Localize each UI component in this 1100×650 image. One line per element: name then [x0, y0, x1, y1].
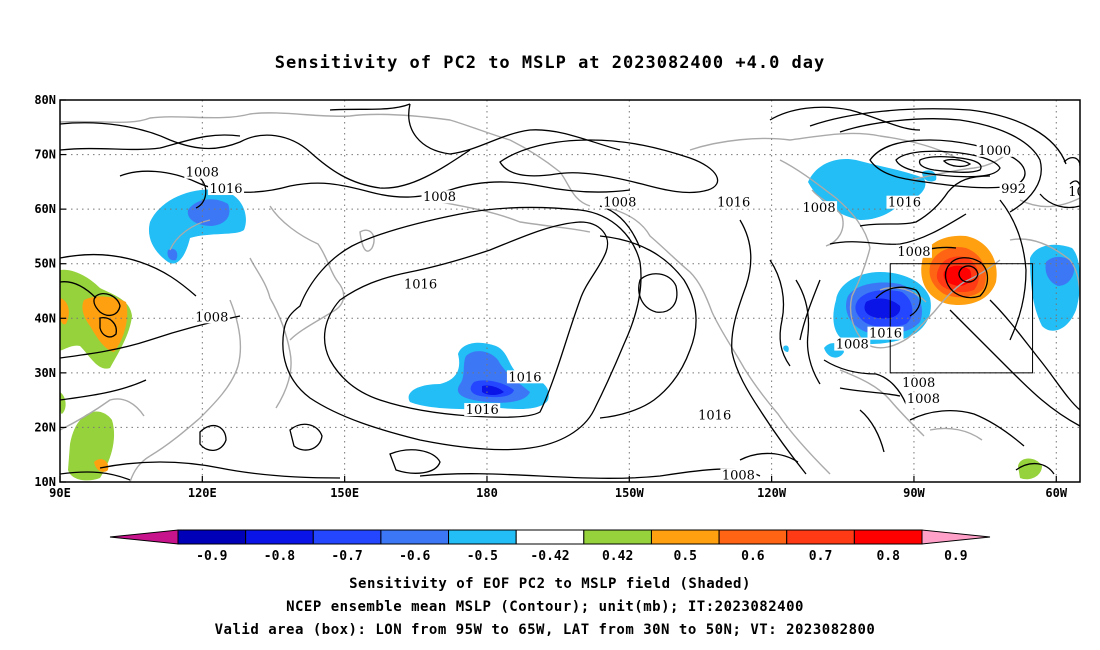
x-tick-label: 120E: [188, 486, 217, 500]
valid-area-box: [889, 263, 1034, 374]
colorbar-label: 0.7: [809, 549, 832, 564]
colorbar-high-triangle: [921, 529, 991, 545]
caption-line-2: NCEP ensemble mean MSLP (Contour); unit(…: [286, 599, 804, 615]
contour-label: 1016: [717, 196, 750, 211]
contour-label: 1008: [836, 338, 869, 353]
contour-label-bg: [801, 201, 838, 215]
contour-label-bg: [421, 190, 458, 204]
contour-label-bg: [976, 143, 1013, 157]
contour-label: 1008: [722, 469, 755, 484]
colorbar-segment: [515, 529, 585, 545]
contour-label-bg: [506, 370, 543, 384]
contour-label-bg: [184, 165, 221, 179]
y-tick-label: 50N: [34, 257, 56, 271]
contour-label: 1016: [466, 403, 499, 418]
colorbar-label: 0.8: [876, 549, 900, 564]
y-tick-label: 10N: [34, 475, 56, 489]
contour-label-bg: [696, 408, 733, 422]
colorbar-segment: [718, 529, 788, 545]
contour-label-bg: [402, 277, 439, 291]
contour-label: 1016: [869, 327, 902, 342]
colorbar-segment: [245, 529, 314, 545]
colorbar-segment: [786, 529, 855, 545]
contour-label: 1008: [902, 376, 935, 391]
colorbar-segment: [853, 529, 923, 545]
contour-label: 1008: [897, 245, 930, 260]
x-tick-label: 60W: [1045, 486, 1067, 500]
colorbar-segment: [448, 529, 517, 545]
contour-label-bg: [905, 392, 942, 406]
colorbar-segment: [583, 529, 652, 545]
y-tick-label: 40N: [34, 311, 56, 325]
contour-label: 1016: [209, 182, 242, 197]
contour-label-bg: [193, 310, 230, 324]
y-tick-label: 60N: [34, 202, 56, 216]
shade-pos-south-asia: [60, 269, 132, 481]
contour-label: 1008: [603, 196, 636, 211]
y-tick-label: 30N: [34, 366, 56, 380]
contour-label: 1016: [404, 278, 437, 293]
contour-label-bg: [208, 182, 245, 196]
contour-label: 992: [1001, 182, 1026, 197]
contour-label: 1016: [508, 370, 541, 385]
contour-label: 1016: [1068, 185, 1100, 200]
colorbar-label: -0.9: [196, 549, 227, 564]
contour-label-bg: [720, 468, 757, 482]
plot-title: Sensitivity of PC2 to MSLP at 2023082400…: [275, 53, 826, 73]
x-tick-label: 150W: [615, 486, 645, 500]
coastlines: [60, 112, 1080, 482]
contour-label-bg: [886, 195, 923, 209]
colorbar-label: -0.7: [331, 549, 362, 564]
caption-line-1: Sensitivity of EOF PC2 to MSLP field (Sh…: [349, 576, 751, 592]
contour-label: 1008: [803, 201, 836, 216]
contour-label-bg: [715, 195, 752, 209]
y-tick-label: 20N: [34, 420, 56, 434]
colorbar-label: -0.6: [399, 549, 430, 564]
y-tick-label: 80N: [34, 93, 56, 107]
contour-label-bg: [464, 403, 501, 417]
contour-label: 1008: [195, 310, 228, 325]
contour-label-bg: [834, 337, 871, 351]
contour-label-bg: [1066, 184, 1080, 198]
colorbar-label: -0.42: [530, 549, 569, 564]
colorbar-low-triangle: [109, 529, 179, 545]
colorbar: -0.9 -0.8 -0.7 -0.6 -0.5 -0.42 0.42 0.5 0.6 0.7 0.…: [109, 529, 991, 564]
y-tick-label: 70N: [34, 148, 56, 162]
x-tick-label: 120W: [757, 486, 787, 500]
y-axis: 80N 70N 60N 50N 40N 30N 20N 10N: [34, 93, 66, 489]
contour-label-bg: [999, 182, 1028, 196]
caption-line-3: Valid area (box): LON from 95W to 65W, L…: [215, 622, 876, 638]
contour-label-bg: [867, 326, 904, 340]
contour-label: 1016: [888, 196, 921, 211]
contour-label: 1016: [698, 409, 731, 424]
colorbar-label: 0.6: [741, 549, 765, 564]
colorbar-label: 0.5: [674, 549, 697, 564]
contour-label-bg: [900, 375, 937, 389]
x-tick-label: 90W: [903, 486, 925, 500]
x-tick-label: 150E: [330, 486, 359, 500]
colorbar-segment: [177, 529, 247, 545]
contour-label: 1008: [907, 392, 940, 407]
x-tick-label: 180: [476, 486, 498, 500]
colorbar-segment: [380, 529, 450, 545]
colorbar-segment: [650, 529, 720, 545]
contour-label-bg: [601, 195, 638, 209]
colorbar-label: -0.5: [467, 549, 498, 564]
mslp-contours: [60, 103, 1080, 481]
x-axis: 90E 120E 150E 180 150W 120W 90W 60W: [49, 476, 1068, 500]
contour-label: 1008: [186, 166, 219, 181]
contour-label: 1000: [978, 144, 1011, 159]
colorbar-label: 0.42: [602, 549, 633, 564]
shade-neg-central-pacific: [408, 342, 549, 410]
x-tick-label: 90E: [49, 486, 71, 500]
contour-label: 1008: [423, 190, 456, 205]
map-frame: [59, 99, 1081, 483]
colorbar-segment: [312, 529, 382, 545]
contour-label-bg: [895, 244, 932, 258]
colorbar-label: -0.8: [264, 549, 295, 564]
colorbar-label: 0.9: [944, 549, 967, 564]
